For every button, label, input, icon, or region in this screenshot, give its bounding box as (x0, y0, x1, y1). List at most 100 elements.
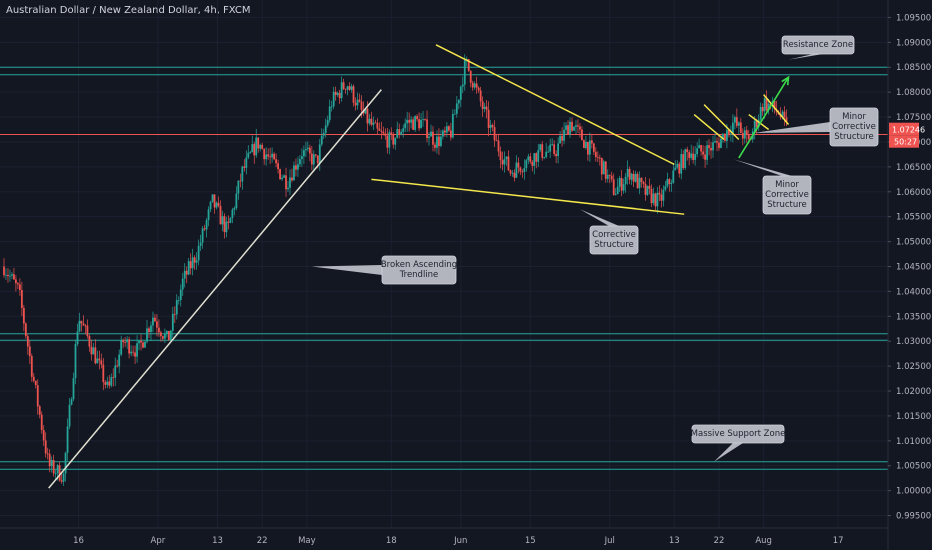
candle-body (642, 181, 645, 184)
candle-body (66, 426, 69, 453)
candle-body (360, 101, 363, 110)
countdown-tag (889, 135, 919, 148)
candle-body (195, 260, 198, 263)
annotation-text: Corrective (832, 122, 876, 132)
annotation-box (589, 225, 639, 255)
candle-body (712, 142, 714, 151)
price-axis: 1.095001.090001.085001.080001.075001.070… (887, 0, 931, 550)
annotation-text: Corrective (592, 230, 636, 240)
candle-body (600, 157, 603, 175)
candle-body (549, 144, 552, 152)
candle-body (112, 377, 115, 378)
candle-body (745, 130, 748, 135)
current-price-label: 1.07246 (892, 126, 925, 135)
y-tick-label: 1.01000 (896, 437, 931, 447)
annotation-box (691, 424, 785, 444)
candle-body (553, 144, 556, 154)
candle-body (680, 154, 683, 174)
candle-body (138, 340, 140, 344)
candle-body (588, 140, 591, 155)
candle-body (191, 257, 194, 269)
candle-body (44, 440, 47, 454)
candle-body (495, 140, 498, 142)
chart-title: Australian Dollar / New Zealand Dollar, … (6, 5, 251, 16)
y-tick-label: 1.05500 (896, 213, 931, 223)
candle-body (602, 161, 605, 175)
candle-body (229, 217, 232, 223)
candle-body (150, 325, 152, 332)
candle-body (24, 323, 27, 337)
candle-body (773, 100, 776, 110)
candle-body (759, 106, 762, 120)
candle-body (527, 156, 530, 161)
x-tick-label: Aug (755, 536, 772, 546)
candle-body (169, 330, 172, 341)
candle-body (235, 193, 238, 209)
candle-body (50, 460, 53, 467)
candle-body (32, 376, 35, 381)
candle-body (193, 257, 196, 263)
candle-body (255, 137, 258, 156)
time-axis: 16 Apr 13 22 May 18 Jun 15 Jul 13 22 Aug 17 (0, 527, 888, 546)
candle-body (537, 150, 540, 162)
candle-body (485, 106, 488, 110)
candle-body (271, 153, 274, 158)
candle-body (96, 358, 99, 364)
candle-body (668, 179, 671, 185)
candle-body (388, 132, 391, 148)
annotation-text: Broken Ascending (381, 260, 457, 270)
candle-body (567, 125, 569, 135)
candle-body (571, 121, 573, 131)
candle-body (694, 154, 697, 160)
candle-body (610, 175, 613, 180)
candle-body (690, 153, 693, 158)
candle-body (630, 173, 633, 180)
candle-body (517, 162, 520, 168)
x-tick-label: 16 (73, 536, 84, 546)
candle-body (227, 221, 230, 223)
candle-body (82, 323, 85, 326)
candle-body (543, 157, 546, 158)
candle-body (159, 332, 162, 337)
candle-body (612, 179, 615, 195)
candle-body (447, 126, 450, 131)
candle-body (678, 163, 681, 174)
candle-body (710, 147, 712, 151)
candle-body (64, 452, 67, 474)
annotation-pointer (788, 54, 823, 60)
y-tick-label: 1.08000 (896, 88, 931, 98)
candle-body (213, 194, 216, 208)
candle-body (26, 336, 29, 347)
y-tick-label: 1.00000 (896, 487, 931, 497)
candle-body (136, 343, 138, 357)
y-tick-label: 1.09000 (896, 38, 931, 48)
candle-body (461, 84, 464, 87)
candle-body (28, 346, 31, 357)
candle-body (74, 343, 77, 379)
candle-body (340, 82, 343, 99)
candle-body (729, 133, 732, 135)
candle-body (378, 128, 381, 131)
annotation-pointer (714, 443, 743, 462)
x-tick-label: 17 (833, 536, 844, 546)
candle-body (720, 138, 722, 148)
candle-body (442, 130, 444, 137)
candle-body (626, 168, 629, 177)
candle-body (237, 180, 240, 194)
candle-body (279, 169, 281, 180)
candle-body (624, 176, 627, 185)
candle-body (68, 404, 71, 427)
candle-body (757, 119, 760, 128)
candle-body (217, 202, 220, 206)
candle-body (17, 283, 19, 285)
candle-body (432, 131, 434, 145)
candle-body (285, 175, 287, 190)
candle-body (692, 153, 695, 160)
current-price-tag (889, 122, 919, 136)
candle-body (76, 331, 79, 344)
candle-body (545, 151, 548, 158)
candle-body (328, 106, 331, 121)
candle-body (312, 154, 315, 165)
candle-body (394, 137, 397, 145)
